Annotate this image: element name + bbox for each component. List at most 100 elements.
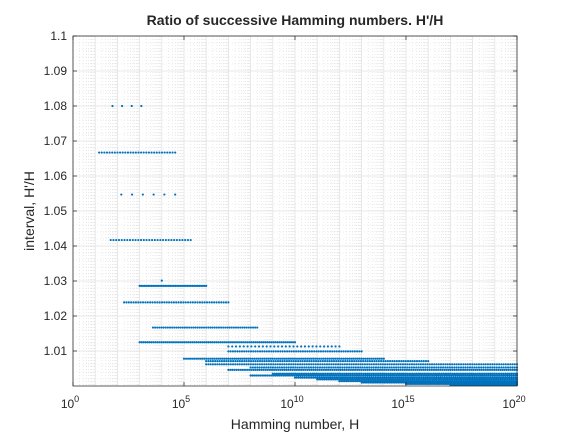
data-point	[265, 350, 268, 353]
data-point	[349, 350, 352, 353]
data-point	[411, 360, 414, 363]
data-point	[437, 374, 440, 377]
data-point	[369, 381, 372, 384]
data-point	[305, 372, 308, 375]
data-point	[140, 104, 143, 108]
data-point	[387, 376, 390, 379]
data-point	[426, 376, 429, 379]
data-point	[175, 238, 178, 242]
data-point	[491, 363, 494, 366]
data-point	[332, 357, 335, 360]
data-point	[500, 376, 504, 379]
data-point	[322, 345, 326, 348]
data-point	[302, 368, 305, 371]
data-point	[256, 360, 259, 363]
data-point	[211, 363, 215, 366]
data-point	[486, 368, 490, 371]
data-point	[348, 376, 351, 379]
data-point	[134, 151, 137, 154]
data-point	[256, 368, 259, 371]
data-point	[285, 366, 288, 369]
data-point	[464, 372, 467, 375]
data-point	[412, 382, 416, 385]
data-point	[314, 376, 317, 379]
data-point	[144, 341, 147, 344]
data-point	[283, 372, 286, 375]
data-point	[241, 368, 245, 371]
data-point	[336, 378, 339, 381]
data-point	[495, 363, 498, 366]
data-point	[291, 357, 295, 360]
data-point	[325, 378, 328, 381]
data-point	[227, 368, 230, 371]
data-point	[455, 363, 458, 366]
data-point	[352, 374, 356, 377]
data-point	[305, 376, 308, 379]
data-point	[305, 374, 308, 377]
data-point	[277, 345, 280, 348]
data-point	[382, 357, 385, 360]
data-point	[251, 374, 254, 377]
data-point	[205, 363, 208, 366]
data-point	[437, 378, 440, 381]
data-point	[137, 151, 140, 154]
data-point	[363, 366, 366, 369]
data-point	[401, 368, 404, 371]
data-point	[276, 366, 279, 369]
data-point	[437, 382, 440, 385]
data-point	[246, 341, 249, 344]
data-point	[442, 363, 445, 366]
data-point	[343, 368, 346, 371]
data-point	[404, 363, 407, 366]
data-point	[179, 301, 183, 304]
data-point	[303, 363, 306, 366]
data-point	[285, 374, 289, 377]
data-point	[398, 381, 402, 384]
y-tick-labels: 1.011.021.031.041.051.061.071.081.091.1	[44, 29, 68, 358]
data-point	[287, 368, 290, 371]
data-point	[279, 350, 282, 353]
data-point	[196, 301, 199, 304]
data-point	[270, 350, 273, 353]
data-point	[341, 363, 344, 366]
data-point	[173, 341, 177, 344]
data-point	[231, 345, 234, 348]
data-point	[194, 326, 197, 329]
data-point	[207, 341, 210, 344]
data-point	[264, 341, 267, 344]
data-point	[362, 374, 365, 377]
data-point	[317, 378, 321, 381]
data-point	[166, 151, 169, 154]
data-point	[502, 363, 505, 366]
x-tick-labels: 100 105 1010 1015 1020	[61, 394, 526, 411]
data-point	[225, 360, 228, 363]
data-point	[201, 301, 204, 304]
data-point	[510, 378, 513, 381]
data-point	[277, 357, 280, 360]
data-point	[341, 366, 344, 369]
data-point	[145, 238, 148, 242]
data-point	[460, 374, 463, 377]
data-point	[372, 378, 376, 381]
data-point	[126, 151, 130, 154]
data-point	[353, 350, 356, 353]
data-point	[334, 372, 337, 375]
data-point	[269, 363, 273, 366]
data-point	[276, 350, 280, 353]
data-point	[459, 368, 463, 371]
data-point	[285, 360, 289, 363]
data-point	[425, 372, 428, 375]
x-tick-label-exponent: 5	[185, 394, 190, 404]
data-point	[380, 357, 383, 360]
data-point	[410, 366, 413, 369]
data-point	[326, 368, 330, 371]
data-point	[330, 378, 333, 381]
data-point	[238, 363, 241, 366]
data-point	[255, 374, 258, 377]
data-point	[427, 360, 430, 363]
data-point	[374, 368, 377, 371]
data-point	[396, 372, 399, 375]
data-point	[229, 368, 232, 371]
data-point	[211, 357, 214, 360]
data-point	[151, 326, 155, 329]
